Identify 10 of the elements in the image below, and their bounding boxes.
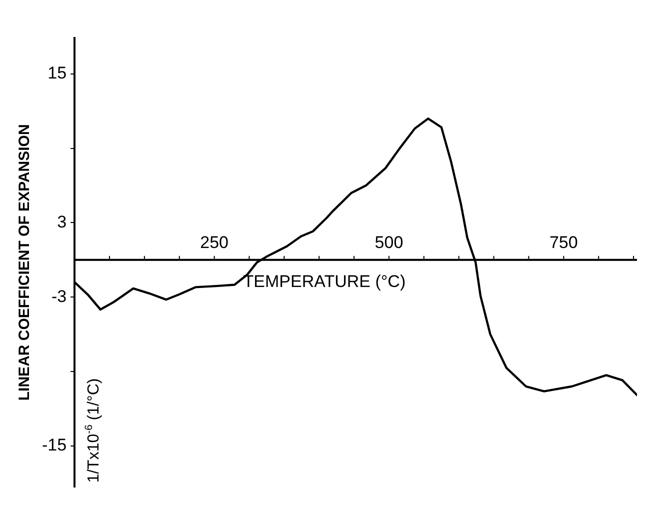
y-tick-label: -3 [51, 286, 67, 306]
annotation: 1/Tx10-6 (1/°C) [84, 378, 103, 483]
y-tick-label: 3 [57, 212, 67, 232]
y-tick-label: -15 [42, 436, 67, 455]
y-axis-title: LINEAR COEFFICIENT OF EXPANSION [16, 124, 34, 401]
x-tick-label: 500 [374, 233, 404, 252]
x-tick-label: 250 [200, 233, 228, 252]
x-tick-label: 750 [549, 233, 578, 252]
y-tick-label: 15 [48, 64, 67, 83]
x-axis-title: TEMPERATURE (°C) [243, 272, 406, 292]
